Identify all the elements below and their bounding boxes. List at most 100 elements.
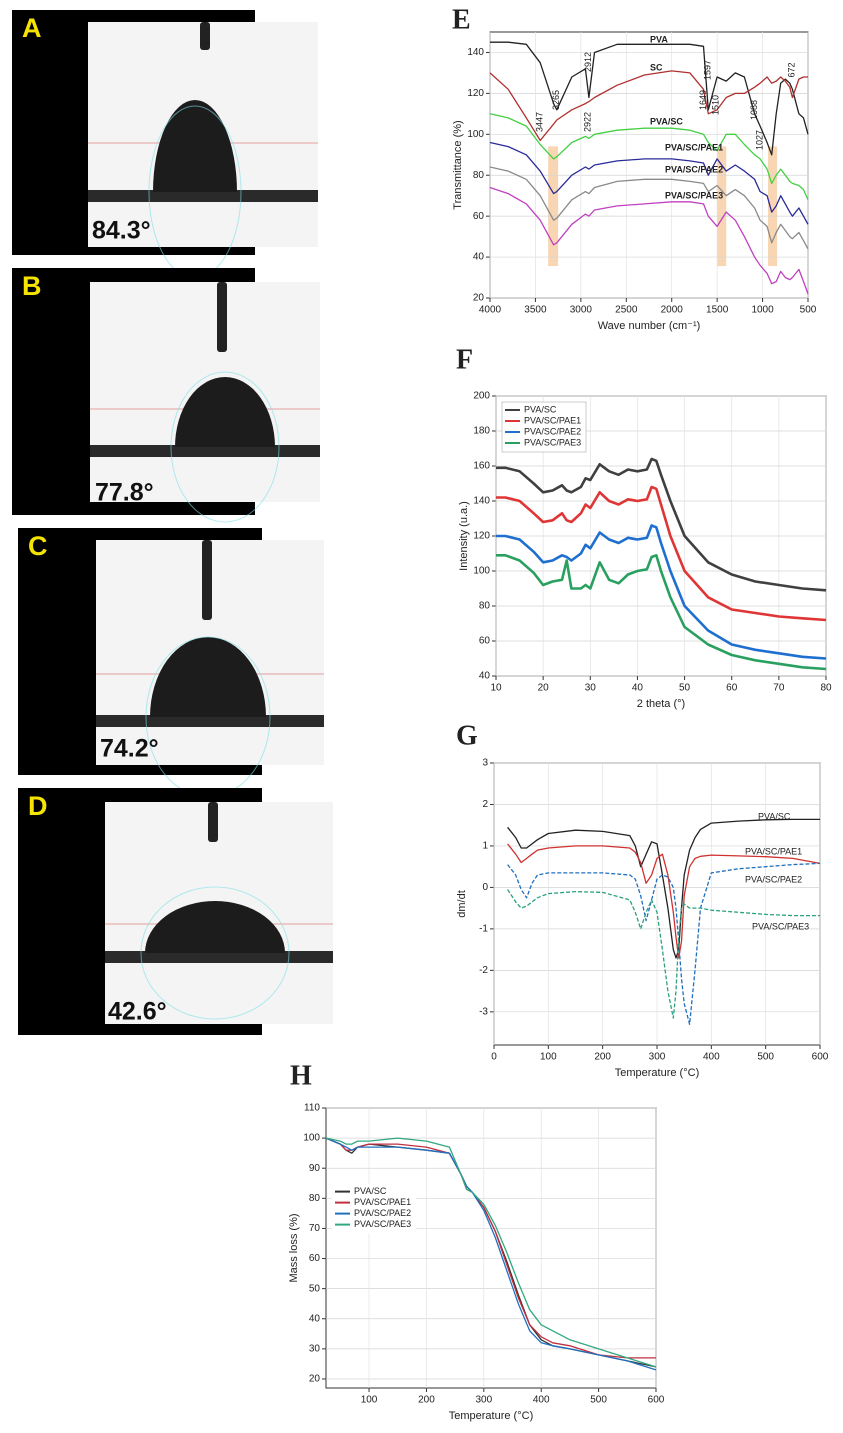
x-tick-label: 1500	[706, 305, 729, 316]
x-tick-label: 10	[490, 683, 502, 694]
legend-label: PVA/SC/PAE1	[354, 1197, 411, 1207]
y-axis-label: dm/dt	[456, 890, 468, 918]
fit-circle	[140, 886, 290, 1020]
series-label: PVA/SC/PAE2	[745, 874, 802, 884]
legend-label: PVA/SC/PAE3	[524, 437, 581, 447]
y-tick-label: 60	[473, 211, 485, 222]
x-tick-label: 400	[703, 1052, 720, 1063]
droplet	[150, 637, 266, 717]
y-tick-label: 120	[467, 88, 484, 99]
droplet	[145, 901, 285, 953]
y-tick-label: 90	[309, 1163, 321, 1174]
series-line	[496, 457, 827, 592]
y-tick-label: 40	[309, 1313, 321, 1324]
needle	[202, 540, 212, 620]
y-tick-label: -3	[479, 1006, 488, 1017]
series-label: PVA/SC	[650, 116, 683, 126]
x-tick-label: 3000	[570, 305, 593, 316]
legend-label: PVA/SC/PAE2	[354, 1208, 411, 1218]
y-tick-label: -1	[479, 924, 488, 935]
y-tick-label: 200	[473, 391, 490, 402]
series-line	[325, 1137, 656, 1359]
y-tick-label: 70	[309, 1223, 321, 1234]
y-tick-label: 50	[309, 1283, 321, 1294]
x-tick-label: 500	[757, 1052, 774, 1063]
peak-label: 1510	[711, 95, 721, 115]
y-tick-label: 60	[479, 636, 491, 647]
series-label: PVA/SC/PAE3	[752, 921, 809, 931]
peak-label: 3265	[551, 90, 561, 110]
x-axis-label: Temperature (°C)	[449, 1410, 533, 1422]
x-tick-label: 0	[491, 1052, 497, 1063]
y-tick-label: 80	[309, 1193, 321, 1204]
highlight-band	[717, 146, 727, 267]
plot-frame	[325, 1107, 657, 1389]
peak-label: 1597	[703, 60, 713, 80]
plot-frame	[489, 31, 809, 299]
y-tick-label: 1	[482, 841, 488, 852]
series-line	[489, 166, 809, 250]
x-tick-label: 300	[475, 1395, 492, 1406]
contact-angle: 77.8°	[95, 479, 154, 507]
y-axis-label: Transmittance (%)	[452, 120, 464, 209]
x-tick-label: 70	[773, 683, 785, 694]
needle	[200, 22, 210, 50]
needle	[217, 282, 227, 352]
substrate	[88, 190, 318, 202]
peak-label: 1027	[754, 130, 764, 150]
series-line	[507, 843, 821, 959]
series-line	[489, 113, 809, 201]
y-tick-label: 20	[309, 1374, 321, 1385]
panel-label: G	[456, 720, 478, 751]
series-line	[496, 524, 827, 660]
legend-label: PVA/SC/PAE2	[524, 426, 581, 436]
y-tick-label: 3	[482, 758, 488, 769]
x-tick-label: 3500	[524, 305, 547, 316]
series-line	[489, 141, 809, 225]
y-tick-label: 160	[473, 461, 490, 472]
series-label: SC	[650, 62, 663, 72]
x-tick-label: 600	[648, 1395, 665, 1406]
x-tick-label: 200	[418, 1395, 435, 1406]
y-tick-label: 110	[304, 1103, 320, 1114]
x-tick-label: 300	[649, 1052, 666, 1063]
y-tick-label: 2	[482, 799, 488, 810]
y-tick-label: 20	[473, 293, 485, 304]
y-tick-label: 180	[473, 426, 490, 437]
droplet	[153, 100, 237, 192]
legend-label: PVA/SC	[524, 404, 557, 414]
panel-label: C	[28, 531, 48, 561]
peak-label: 672	[787, 62, 797, 77]
legend-label: PVA/SC	[354, 1186, 387, 1196]
y-tick-label: 100	[303, 1133, 320, 1144]
x-tick-label: 4000	[479, 305, 502, 316]
contact-angle: 42.6°	[108, 998, 167, 1026]
peak-label: 2912	[583, 52, 593, 72]
series-label: PVA/SC/PAE3	[665, 190, 723, 200]
series-label: PVA/SC/PAE1	[745, 846, 802, 856]
series-line	[496, 554, 827, 671]
substrate	[96, 715, 324, 727]
x-tick-label: 60	[726, 683, 738, 694]
x-tick-label: 20	[538, 683, 550, 694]
x-tick-label: 50	[679, 683, 691, 694]
y-tick-label: 100	[473, 566, 490, 577]
series-line	[496, 485, 827, 622]
y-axis-label: Mass loss (%)	[288, 1213, 300, 1282]
y-tick-label: 140	[467, 47, 484, 58]
peak-label: 2922	[582, 112, 592, 132]
x-tick-label: 1000	[751, 305, 774, 316]
fit-circle	[170, 371, 280, 523]
contact-angle: 84.3°	[92, 217, 151, 245]
series-label: PVA	[650, 34, 668, 44]
x-tick-label: 2000	[661, 305, 684, 316]
y-tick-label: 100	[467, 129, 484, 140]
x-tick-label: 80	[820, 683, 832, 694]
series-label: PVA/SC/PAE2	[665, 164, 723, 174]
peak-label: 1649	[698, 90, 708, 110]
substrate	[105, 951, 333, 963]
y-axis-label: Intensity (u.a.)	[458, 501, 470, 571]
peak-label: 1088	[749, 100, 759, 120]
